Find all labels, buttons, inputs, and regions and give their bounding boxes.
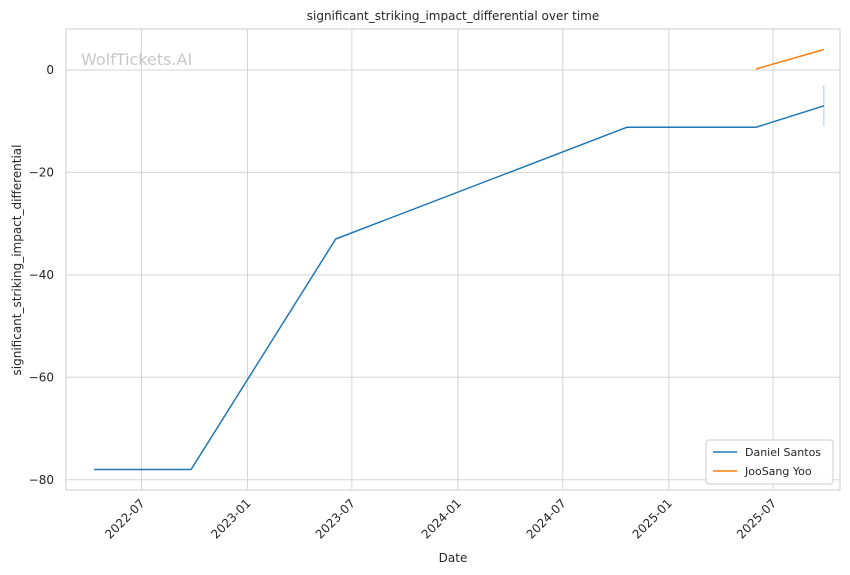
series-layer: [94, 48, 825, 471]
plot-area: [65, 28, 841, 491]
x-axis-ticks: 2022-07 2023-01 2023-07 2024-01 2024-07 2025-…: [102, 496, 779, 541]
y-tick-label: −20: [29, 165, 54, 179]
y-tick-label: −40: [29, 268, 54, 282]
x-tick-label: 2025-01: [630, 496, 675, 541]
grid: [66, 29, 840, 490]
y-axis-title: significant_striking_impact_differential: [10, 145, 24, 376]
legend-label-joosang-yoo: JooSang Yoo: [744, 465, 812, 478]
watermark: WolfTickets.AI: [81, 50, 192, 69]
x-tick-label: 2023-07: [313, 496, 358, 541]
x-tick-label: 2024-01: [419, 496, 464, 541]
x-tick-label: 2025-07: [734, 496, 779, 541]
x-axis-title: Date: [439, 551, 468, 565]
series-line-daniel-santos: [94, 105, 825, 471]
y-tick-label: 0: [46, 63, 54, 77]
x-tick-label: 2024-07: [524, 496, 569, 541]
y-tick-label: −80: [29, 473, 54, 487]
legend-box: [705, 439, 834, 485]
x-tick-label: 2023-01: [208, 496, 253, 541]
legend-label-daniel-santos: Daniel Santos: [745, 446, 821, 459]
series-line-joosang-yoo: [755, 48, 825, 70]
y-tick-label: −60: [29, 370, 54, 384]
legend: Daniel Santos JooSang Yoo: [705, 439, 834, 485]
chart-title: significant_striking_impact_differential…: [307, 9, 599, 23]
y-axis-ticks: 0 −20 −40 −60 −80: [29, 63, 54, 487]
x-tick-label: 2022-07: [102, 496, 147, 541]
